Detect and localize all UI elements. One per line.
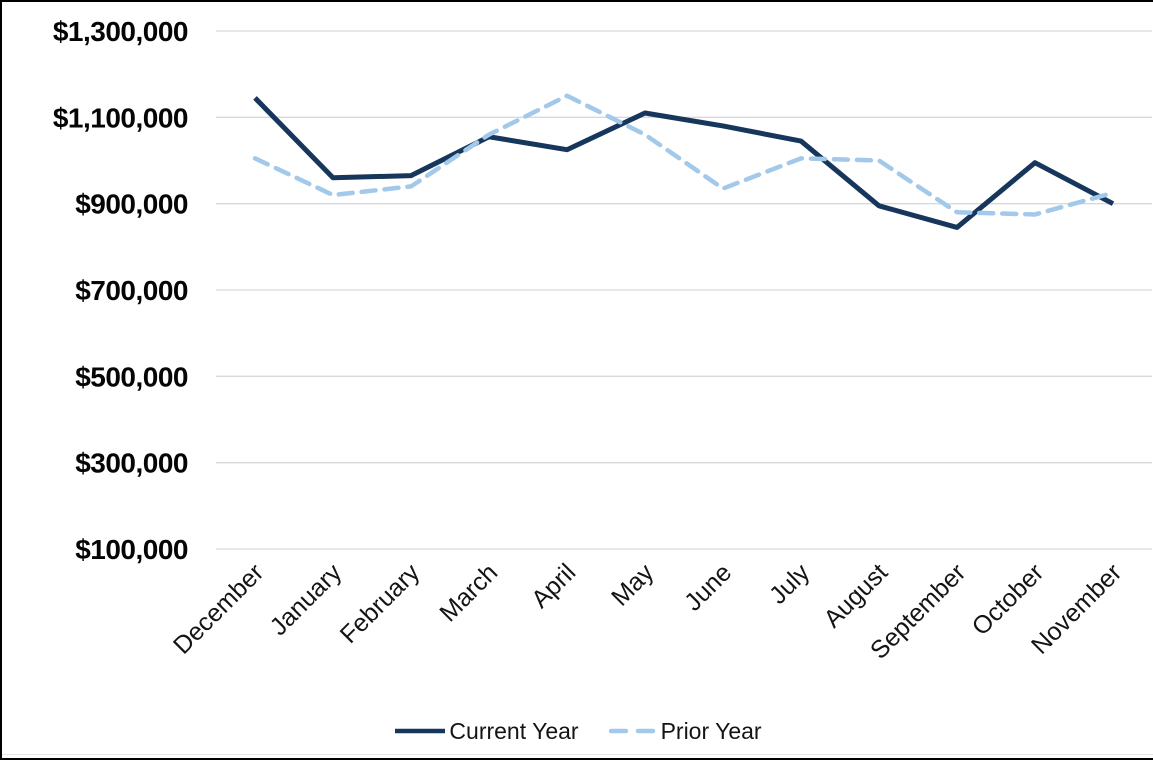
x-axis-tick-label: June (679, 558, 737, 616)
y-axis-tick-label: $1,100,000 (53, 102, 188, 133)
x-axis-tick-label: February (335, 558, 426, 649)
legend-label-current-year: Current Year (449, 717, 579, 744)
series-line-current-year (253, 96, 1115, 230)
x-axis-tick-label: July (764, 558, 816, 610)
chart-legend: Current Year Prior Year (2, 712, 1153, 750)
legend-item-current-year: Current Year (393, 717, 579, 745)
x-axis-tick-label: March (434, 558, 503, 627)
legend-label-prior-year: Prior Year (660, 717, 762, 744)
x-axis-tick-label: April (526, 558, 581, 613)
prior-year-line-swatch (608, 728, 659, 734)
y-axis-tick-label: $100,000 (75, 534, 188, 565)
y-axis-tick-label: $700,000 (75, 275, 188, 306)
y-axis-tick-label: $500,000 (75, 361, 188, 392)
legend-item-prior-year: Prior Year (608, 717, 762, 745)
y-axis-tick-label: $300,000 (75, 448, 188, 479)
x-axis-tick-label: May (606, 558, 660, 612)
y-axis-tick-label: $900,000 (75, 189, 188, 220)
current-year-line-swatch (395, 728, 446, 734)
x-axis-tick-label: August (818, 558, 893, 633)
y-axis-tick-label: $1,300,000 (53, 16, 188, 47)
series-line-prior-year (252, 93, 1116, 217)
chart-area-bottom-border (2, 754, 1153, 755)
x-axis-tick-label: December (168, 558, 269, 659)
